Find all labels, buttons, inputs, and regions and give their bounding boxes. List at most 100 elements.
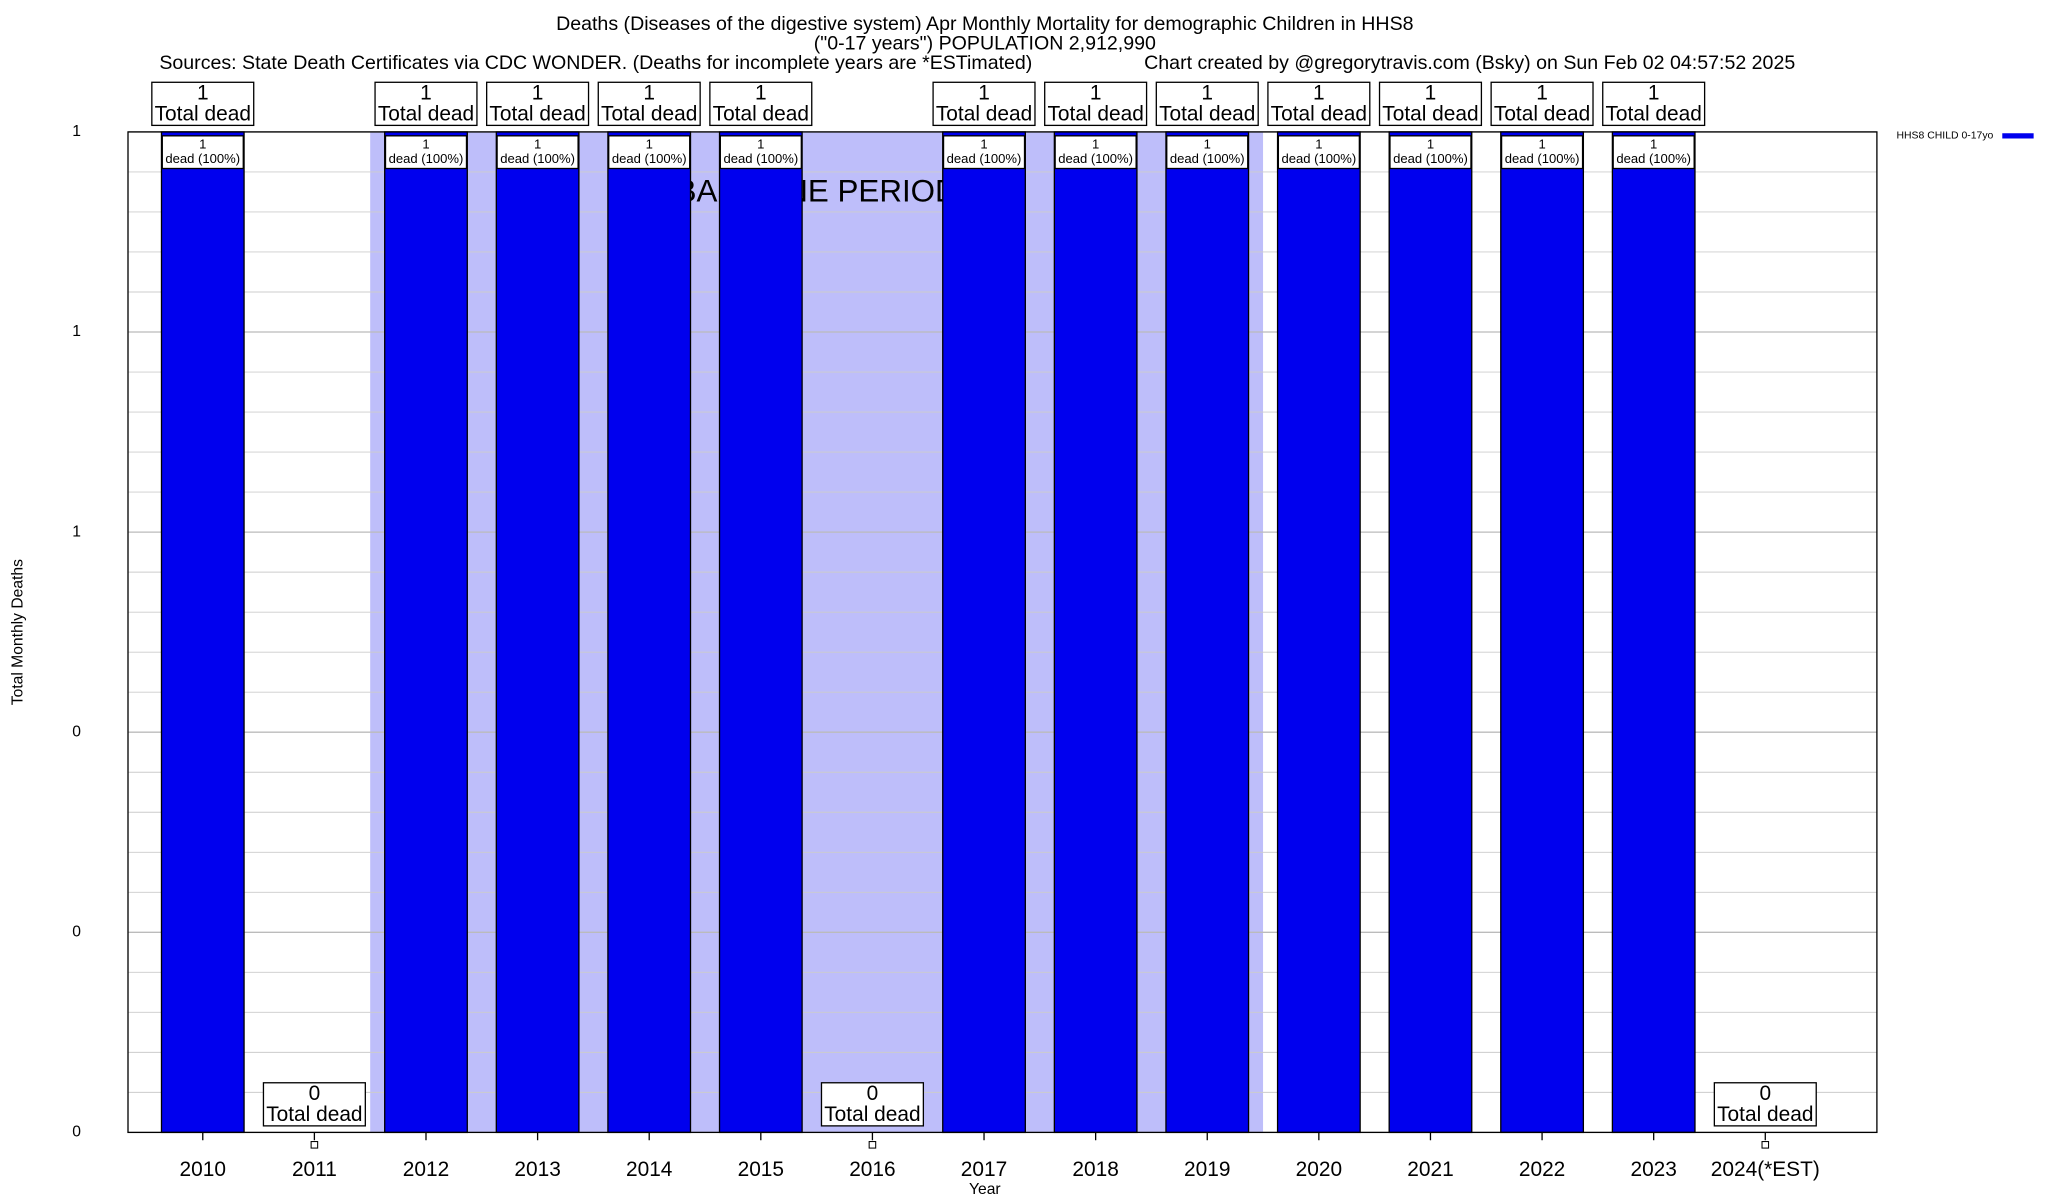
total-text-label: Total dead — [1606, 102, 1702, 125]
total-text-label: Total dead — [713, 102, 809, 125]
total-label-box — [1155, 81, 1259, 127]
zero-marker — [868, 1141, 877, 1149]
total-label-box — [1602, 81, 1706, 127]
inner-value-label: 1 — [1204, 136, 1211, 151]
total-label-box — [932, 81, 1036, 127]
total-value-label: 1 — [978, 82, 990, 105]
inner-text-label: dead (100%) — [1058, 151, 1133, 166]
inner-value-label: 1 — [646, 136, 653, 151]
total-label-box — [374, 81, 478, 127]
y-tick-label: 0 — [72, 923, 81, 940]
total-value-label: 1 — [1536, 82, 1548, 105]
x-tick-label: 2021 — [1407, 1158, 1453, 1181]
total-label-box — [1044, 81, 1148, 127]
legend-label: HHS8 CHILD 0-17yo — [1896, 131, 1993, 142]
bar — [1053, 131, 1138, 1134]
total-value-label: 0 — [1759, 1082, 1771, 1105]
inner-label-box — [496, 135, 579, 170]
x-tick-label: 2013 — [514, 1158, 560, 1181]
baseline-label: BASELINE PERIOD — [676, 174, 958, 209]
credit-note: Chart created by @gregorytravis.com (Bsk… — [1144, 52, 1795, 74]
total-value-label: 1 — [1090, 82, 1102, 105]
total-text-label: Total dead — [378, 102, 474, 125]
total-value-label: 1 — [532, 82, 544, 105]
total-value-label: 1 — [197, 82, 209, 105]
total-value-label: 1 — [755, 82, 767, 105]
x-axis-title: Year — [969, 1181, 1001, 1198]
x-tick-label: 2018 — [1072, 1158, 1118, 1181]
total-label-box — [151, 81, 255, 127]
x-tick-label: 2017 — [961, 1158, 1007, 1181]
bar — [160, 131, 245, 1134]
total-label-box — [1713, 1082, 1817, 1127]
source-note: Sources: State Death Certificates via CD… — [159, 52, 1032, 74]
zero-marker — [310, 1141, 319, 1149]
inner-label-box — [161, 135, 244, 170]
y-tick-label: 1 — [72, 523, 81, 540]
inner-text-label: dead (100%) — [500, 151, 575, 166]
y-tick-label: 1 — [72, 323, 81, 340]
total-value-label: 1 — [643, 82, 655, 105]
inner-value-label: 1 — [1315, 136, 1322, 151]
inner-label-box — [1500, 135, 1584, 170]
inner-value-label: 1 — [199, 136, 206, 151]
total-value-label: 0 — [309, 1082, 321, 1105]
inner-text-label: dead (100%) — [1393, 151, 1468, 166]
inner-label-box — [1389, 135, 1472, 170]
x-tick-label: 2015 — [738, 1158, 784, 1181]
bar — [495, 131, 580, 1134]
total-text-label: Total dead — [1271, 102, 1367, 125]
total-text-label: Total dead — [1159, 102, 1255, 125]
inner-text-label: dead (100%) — [1281, 151, 1356, 166]
x-tick-label: 2011 — [292, 1158, 337, 1181]
total-label-box — [820, 1082, 925, 1127]
total-label-box — [262, 1082, 366, 1127]
plot-frame — [127, 131, 1878, 1134]
y-axis-title: Total Monthly Deaths — [9, 559, 26, 705]
x-tick-label: 2014 — [626, 1158, 672, 1181]
total-label-box — [1378, 81, 1483, 127]
x-tick-label: 2020 — [1296, 1158, 1342, 1181]
inner-value-label: 1 — [757, 136, 764, 151]
x-tick-label: 2012 — [403, 1158, 449, 1181]
total-label-box — [597, 81, 701, 127]
total-text-label: Total dead — [824, 1103, 920, 1126]
total-label-box — [1267, 81, 1371, 127]
total-value-label: 1 — [1648, 82, 1660, 105]
bar — [1500, 131, 1585, 1134]
x-tick-label: 2010 — [180, 1158, 226, 1181]
bar — [1165, 131, 1250, 1134]
inner-label-box — [1054, 135, 1137, 170]
inner-label-box — [1277, 135, 1361, 170]
bar — [607, 131, 692, 1134]
total-value-label: 1 — [1425, 82, 1437, 105]
total-text-label: Total dead — [1047, 102, 1143, 125]
total-value-label: 1 — [1201, 82, 1213, 105]
zero-marker — [1761, 1141, 1770, 1149]
inner-text-label: dead (100%) — [947, 151, 1022, 166]
chart-title: Deaths (Diseases of the digestive system… — [556, 13, 1414, 35]
inner-label-box — [942, 135, 1026, 170]
x-tick-label: 2023 — [1630, 1158, 1676, 1181]
bar — [1611, 131, 1696, 1134]
total-text-label: Total dead — [489, 102, 585, 125]
inner-text-label: dead (100%) — [612, 151, 687, 166]
bar — [718, 131, 803, 1134]
total-value-label: 1 — [420, 82, 432, 105]
x-tick-label: 2024(*EST) — [1711, 1158, 1820, 1181]
inner-label-box — [384, 135, 468, 170]
inner-label-box — [1166, 135, 1249, 170]
total-text-label: Total dead — [266, 1103, 362, 1126]
bar — [384, 131, 468, 1134]
inner-value-label: 1 — [1650, 136, 1657, 151]
total-text-label: Total dead — [601, 102, 697, 125]
bar — [1388, 131, 1473, 1134]
inner-value-label: 1 — [422, 136, 429, 151]
inner-value-label: 1 — [1092, 136, 1099, 151]
total-text-label: Total dead — [936, 102, 1032, 125]
inner-text-label: dead (100%) — [1170, 151, 1245, 166]
total-value-label: 0 — [867, 1082, 879, 1105]
x-tick-label: 2019 — [1184, 1158, 1230, 1181]
total-value-label: 1 — [1313, 82, 1325, 105]
bar — [942, 131, 1026, 1134]
